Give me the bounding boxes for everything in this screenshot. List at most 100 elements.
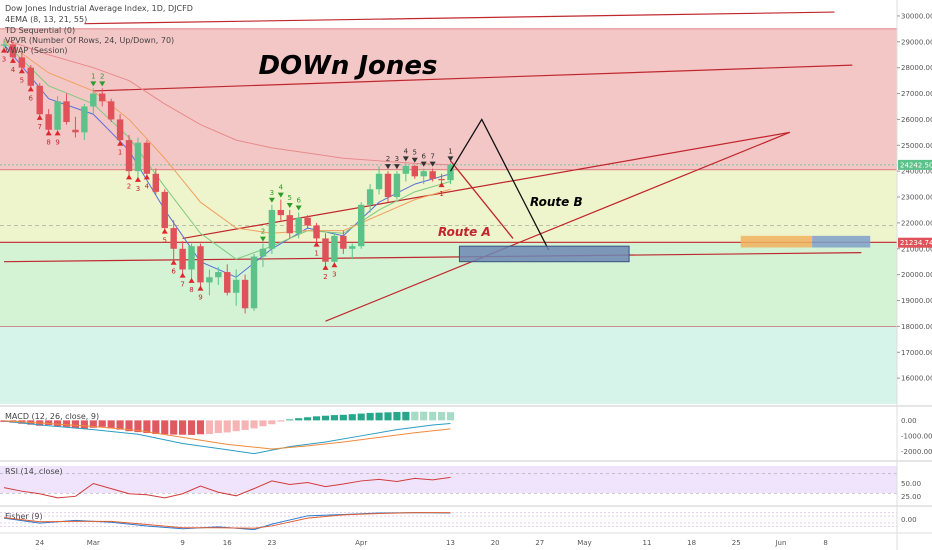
macd-bar — [339, 414, 347, 421]
td-arrow — [99, 81, 106, 87]
macd-bar — [170, 420, 178, 435]
y-tick-label: 18000.00 — [901, 323, 932, 331]
td-arrow — [411, 157, 418, 163]
macd-tick-label: -2000.00 — [901, 448, 932, 456]
candle — [349, 243, 356, 260]
x-tick-label: 9 — [180, 539, 184, 547]
zone-box[interactable] — [740, 235, 813, 248]
route-b-line[interactable] — [449, 118, 550, 251]
candle — [384, 171, 392, 203]
fisher-tick-label: 0.00 — [901, 516, 917, 524]
macd-bar — [125, 420, 133, 432]
candle — [420, 168, 427, 185]
target-boxes[interactable] — [458, 235, 871, 263]
td-count-label: 8 — [189, 286, 193, 294]
td-count-label: 9 — [55, 138, 59, 146]
td-arrow — [420, 161, 427, 167]
macd-bar — [161, 420, 169, 435]
macd-bar — [420, 411, 428, 421]
macd-bar — [259, 420, 267, 427]
trendline[interactable] — [325, 131, 791, 322]
candle — [125, 134, 133, 177]
x-tick-label: May — [577, 539, 591, 547]
x-tick-label: 24 — [35, 539, 44, 547]
candle — [215, 266, 222, 285]
macd-bar — [286, 419, 294, 421]
td-count-label: 4 — [11, 66, 16, 74]
td-arrow — [126, 174, 133, 180]
td-arrow — [18, 68, 25, 74]
candle — [375, 165, 383, 195]
td-arrow — [117, 140, 124, 146]
x-tick-label: Mar — [87, 539, 100, 547]
x-tick-label: 23 — [267, 539, 276, 547]
candle — [224, 264, 231, 296]
candle — [322, 233, 329, 267]
candle — [304, 215, 311, 229]
zone-box[interactable] — [812, 235, 871, 248]
macd-bar — [330, 415, 338, 421]
macd-bar — [429, 411, 437, 421]
macd-bar — [54, 420, 62, 427]
trendlines[interactable] — [3, 11, 862, 322]
macd-bar — [187, 420, 196, 435]
macd-bar — [277, 420, 285, 422]
x-tick-label: Jun — [774, 539, 786, 547]
td-count-label: 2 — [100, 72, 104, 80]
trendline[interactable] — [182, 131, 790, 240]
candle — [81, 103, 88, 141]
td-count-label: 1 — [448, 147, 452, 155]
td-arrow — [259, 236, 266, 242]
y-tick-label: 17000.00 — [901, 349, 932, 357]
trendline[interactable] — [93, 64, 853, 92]
route-a-line[interactable] — [449, 160, 514, 239]
route-a-label: Route A — [438, 225, 491, 239]
macd-bar — [205, 420, 213, 434]
candle — [36, 83, 43, 117]
td-count-label: 6 — [171, 268, 176, 276]
td-count-label: 8 — [46, 138, 50, 146]
price-zone — [0, 326, 897, 404]
macd-pane[interactable]: MACD (12, 26, close, 9) — [0, 411, 455, 455]
price-zone — [0, 242, 897, 327]
rsi-label: RSI (14, close) — [5, 467, 63, 476]
trendline[interactable] — [84, 11, 835, 25]
price-tag-label: 24242.50 — [900, 161, 932, 169]
y-tick-label: 25000.00 — [901, 142, 932, 150]
trendline[interactable] — [3, 252, 862, 263]
td-arrow — [331, 262, 338, 268]
target-box[interactable] — [458, 245, 630, 263]
price-axis[interactable]: 16000.00 17000.00 18000.00 19000.00 20000.00… — [896, 0, 932, 550]
macd-bar — [196, 420, 205, 435]
candle — [366, 184, 374, 213]
candle — [206, 269, 213, 296]
x-tick-label: 16 — [223, 539, 232, 547]
td-arrow — [429, 161, 436, 167]
macd-bar — [437, 412, 446, 421]
rsi-pane[interactable]: RSI (14, close) — [0, 466, 897, 499]
candle — [232, 269, 240, 306]
td-count-label: 5 — [288, 194, 292, 202]
signal-line — [3, 420, 451, 450]
time-axis[interactable]: 24 Mar 9 16 23 Apr 13 20 27 May 11 18 25 Jun 8 — [0, 532, 932, 547]
fisher-pane[interactable]: Fisher (9) — [0, 512, 897, 531]
y-tick-label: 21000.00 — [901, 245, 932, 253]
td-arrow — [143, 174, 150, 180]
x-tick-label: 27 — [535, 539, 544, 547]
td-arrow — [9, 57, 16, 63]
candle — [402, 163, 410, 182]
route-lines[interactable] — [449, 118, 550, 251]
candle — [90, 88, 97, 115]
x-tick-label: 18 — [687, 539, 696, 547]
candle — [63, 93, 70, 125]
candle — [295, 212, 302, 239]
td-count-label: 3 — [395, 155, 399, 163]
y-tick-label: 29000.00 — [901, 38, 932, 46]
candle — [250, 253, 258, 311]
candle — [286, 209, 293, 239]
td-arrow — [438, 182, 445, 188]
td-count-label: 2 — [386, 155, 390, 163]
